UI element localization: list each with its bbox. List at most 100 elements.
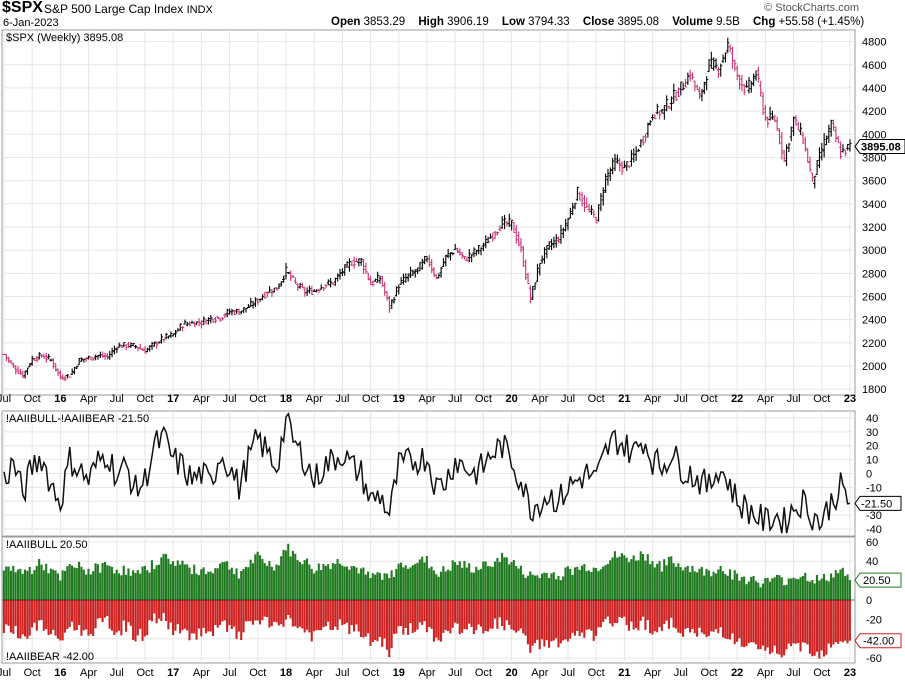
price-y-tick: 2800 (862, 268, 886, 280)
bear-bar (186, 600, 189, 631)
bull-bar (101, 563, 104, 600)
bull-bar (446, 569, 450, 600)
bear-bar (322, 600, 325, 628)
bear-bar (540, 600, 544, 640)
bear-bar (425, 600, 428, 633)
brand[interactable]: © StockCharts.com (764, 2, 859, 14)
bear-bar (26, 600, 29, 639)
bear-bar (52, 600, 55, 630)
bear-bar (99, 600, 102, 618)
bear-bar (136, 600, 139, 636)
bull-bar (181, 560, 184, 600)
bear-bar (324, 600, 327, 627)
bull-bar (604, 565, 607, 600)
bull-bar (512, 560, 515, 600)
bear-bar (444, 600, 447, 631)
bull-bar (566, 566, 569, 600)
bear-bar (562, 600, 565, 641)
bull-bar (764, 578, 767, 600)
bear-bar (343, 600, 346, 625)
bear-bar (115, 600, 118, 633)
bear-bar (580, 600, 584, 633)
bear-bar (449, 600, 452, 634)
bear-bar (360, 600, 363, 637)
x-tick-label: Oct (24, 393, 41, 405)
bull-bar (411, 565, 414, 600)
bear-bar (764, 600, 767, 651)
bull-bar (82, 569, 85, 600)
bull-bar (822, 574, 826, 600)
bear-bar (747, 600, 750, 644)
bull-bar (179, 564, 182, 600)
bear-bar (87, 600, 90, 636)
bull-bar (590, 572, 593, 600)
bear-bar (409, 600, 412, 623)
bear-bar (172, 600, 175, 635)
spread-y-tick: 20 (866, 441, 878, 453)
spread-last-value: -21.50 (861, 498, 892, 510)
bear-bar (456, 600, 459, 624)
bull-bar (129, 575, 132, 600)
bull-bar (576, 566, 579, 600)
bear-bar (277, 600, 280, 626)
x-tick-label: Jul (561, 393, 575, 405)
x-tick-label: Jul (223, 393, 237, 405)
bear-bar (12, 600, 15, 634)
bear-bar (374, 600, 377, 641)
x-tick-label: Jul (787, 393, 801, 405)
bull-bar (846, 574, 849, 600)
index-name: S&P 500 Large Cap Index (44, 2, 184, 16)
x-tick-label: 18 (280, 667, 292, 679)
x-tick-label: Apr (80, 667, 97, 679)
bull-bar (219, 563, 222, 600)
bull-bar (475, 566, 478, 600)
bull-bar (376, 572, 379, 600)
bear-bar (632, 600, 635, 630)
bear-bar (609, 600, 612, 624)
bear-bar (768, 600, 772, 655)
bear-bar (618, 600, 621, 618)
x-tick-label: Jul (0, 667, 11, 679)
bull-bar (148, 572, 151, 600)
bear-bar (653, 600, 656, 632)
bear-bar (771, 600, 774, 653)
bull-bar (642, 554, 645, 600)
bear-bar (7, 600, 10, 626)
chg-value: +55.58 (+1.45%) (778, 16, 865, 28)
bear-bar (815, 600, 819, 652)
bull-bar (89, 574, 92, 600)
bear-bar (89, 600, 92, 634)
x-tick-label: Oct (475, 393, 492, 405)
bear-bar (188, 600, 191, 641)
bull-bar (409, 567, 412, 600)
bear-bar (9, 600, 12, 633)
bear-bar (834, 600, 837, 643)
bear-bar (597, 600, 600, 628)
bull-bar (552, 572, 555, 600)
bear-bar (96, 600, 99, 619)
bull-bar (545, 573, 548, 600)
x-tick-label: 16 (54, 393, 66, 405)
bear-bar (477, 600, 480, 625)
bull-bar (738, 580, 741, 600)
bull-bar (670, 556, 673, 600)
bull-bar (728, 569, 732, 600)
bear-bar (240, 600, 243, 640)
bear-bar (550, 600, 553, 642)
bear-bar (298, 600, 302, 627)
bull-bar (595, 568, 598, 600)
bull-bar (667, 557, 670, 600)
bear-bar (31, 600, 34, 628)
bear-bar (613, 600, 616, 623)
bull-bar (110, 566, 114, 600)
bull-bar (571, 574, 574, 600)
bull-bar (362, 567, 365, 600)
bear-bar (592, 600, 595, 641)
bull-bar (341, 565, 344, 600)
bull-bar (75, 568, 78, 600)
bear-bar (42, 600, 45, 631)
bull-bar (536, 575, 539, 600)
bear-bar (143, 600, 146, 637)
bull-bar (26, 570, 29, 600)
